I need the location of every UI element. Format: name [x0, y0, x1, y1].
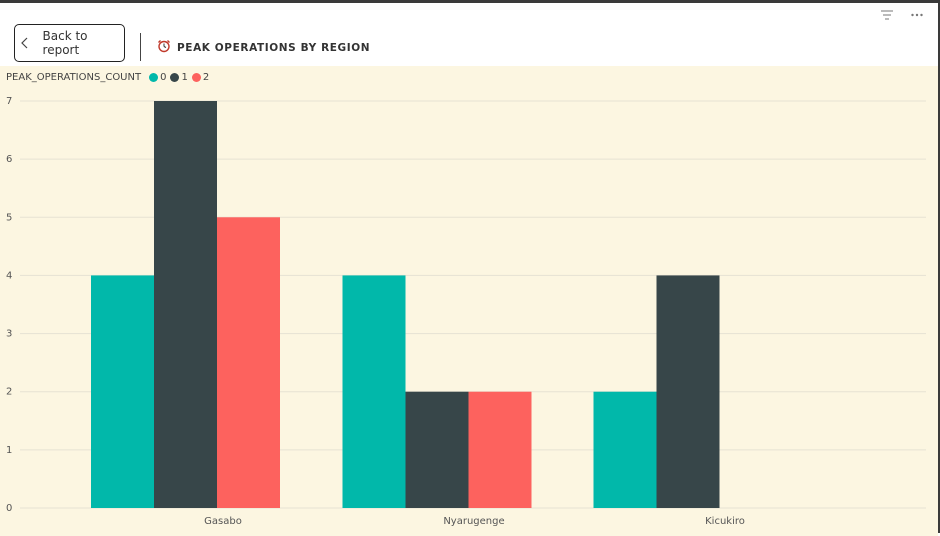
legend-label-1: 1	[181, 72, 188, 83]
chevron-left-icon	[21, 37, 31, 49]
legend-label-2: 2	[202, 72, 210, 83]
legend-item-1[interactable]: 1	[170, 72, 188, 83]
bar-nyarugenge-series-1[interactable]	[405, 391, 469, 508]
chart-area: 0 1 2 3 4 5 6 7 Gasabo Nyarugenge Kicukiro PEAK_OP…	[0, 66, 938, 536]
filter-icon[interactable]	[880, 9, 894, 21]
focus-header: Back to report PEAK OPERATIONS BY REGION	[0, 23, 938, 65]
more-options-icon[interactable]	[910, 9, 924, 21]
bar-gasabo-series-1[interactable]	[154, 101, 217, 508]
y-tick-label-2: 2	[6, 387, 12, 398]
y-tick-label-4: 4	[6, 270, 12, 281]
bar-nyarugenge-series-2[interactable]	[468, 391, 532, 508]
x-category-label-kicukiro: Kicukiro	[705, 516, 745, 527]
legend: PEAK_OPERATIONS_COUNT 0 1 2	[6, 72, 213, 83]
back-to-report-button[interactable]: Back to report	[14, 24, 125, 62]
y-tick-label-1: 1	[6, 445, 12, 456]
bar-kicukiro-series-1[interactable]	[656, 275, 720, 508]
bar-kicukiro-series-0[interactable]	[593, 391, 657, 508]
legend-dot-0	[149, 73, 159, 82]
legend-item-2[interactable]: 2	[191, 72, 210, 83]
back-to-report-label: Back to report	[42, 29, 88, 57]
bar-chart: 0 1 2 3 4 5 6 7 Gasabo Nyarugenge Kicukiro	[6, 96, 926, 527]
visual-header-icons	[880, 9, 924, 21]
y-tick-label-6: 6	[6, 154, 12, 165]
bar-gasabo-series-0[interactable]	[91, 275, 154, 508]
bar-gasabo-series-2[interactable]	[217, 217, 280, 509]
header-divider	[140, 33, 141, 61]
legend-item-0[interactable]: 0	[149, 72, 166, 83]
x-category-label-gasabo: Gasabo	[204, 516, 242, 527]
visual-title-group: PEAK OPERATIONS BY REGION	[157, 38, 370, 57]
y-tick-label-0: 0	[6, 503, 12, 514]
legend-title: PEAK_OPERATIONS_COUNT	[6, 72, 142, 83]
bar-nyarugenge-series-0[interactable]	[342, 275, 406, 508]
alarm-clock-icon	[157, 38, 171, 57]
x-category-label-nyarugenge: Nyarugenge	[443, 516, 504, 527]
legend-label-0: 0	[160, 72, 167, 83]
legend-dot-2	[191, 73, 201, 82]
legend-dot-1	[170, 73, 180, 82]
y-tick-label-5: 5	[6, 212, 12, 223]
visual-title: PEAK OPERATIONS BY REGION	[177, 41, 371, 54]
y-tick-label-7: 7	[6, 96, 12, 107]
y-tick-label-3: 3	[6, 329, 12, 340]
